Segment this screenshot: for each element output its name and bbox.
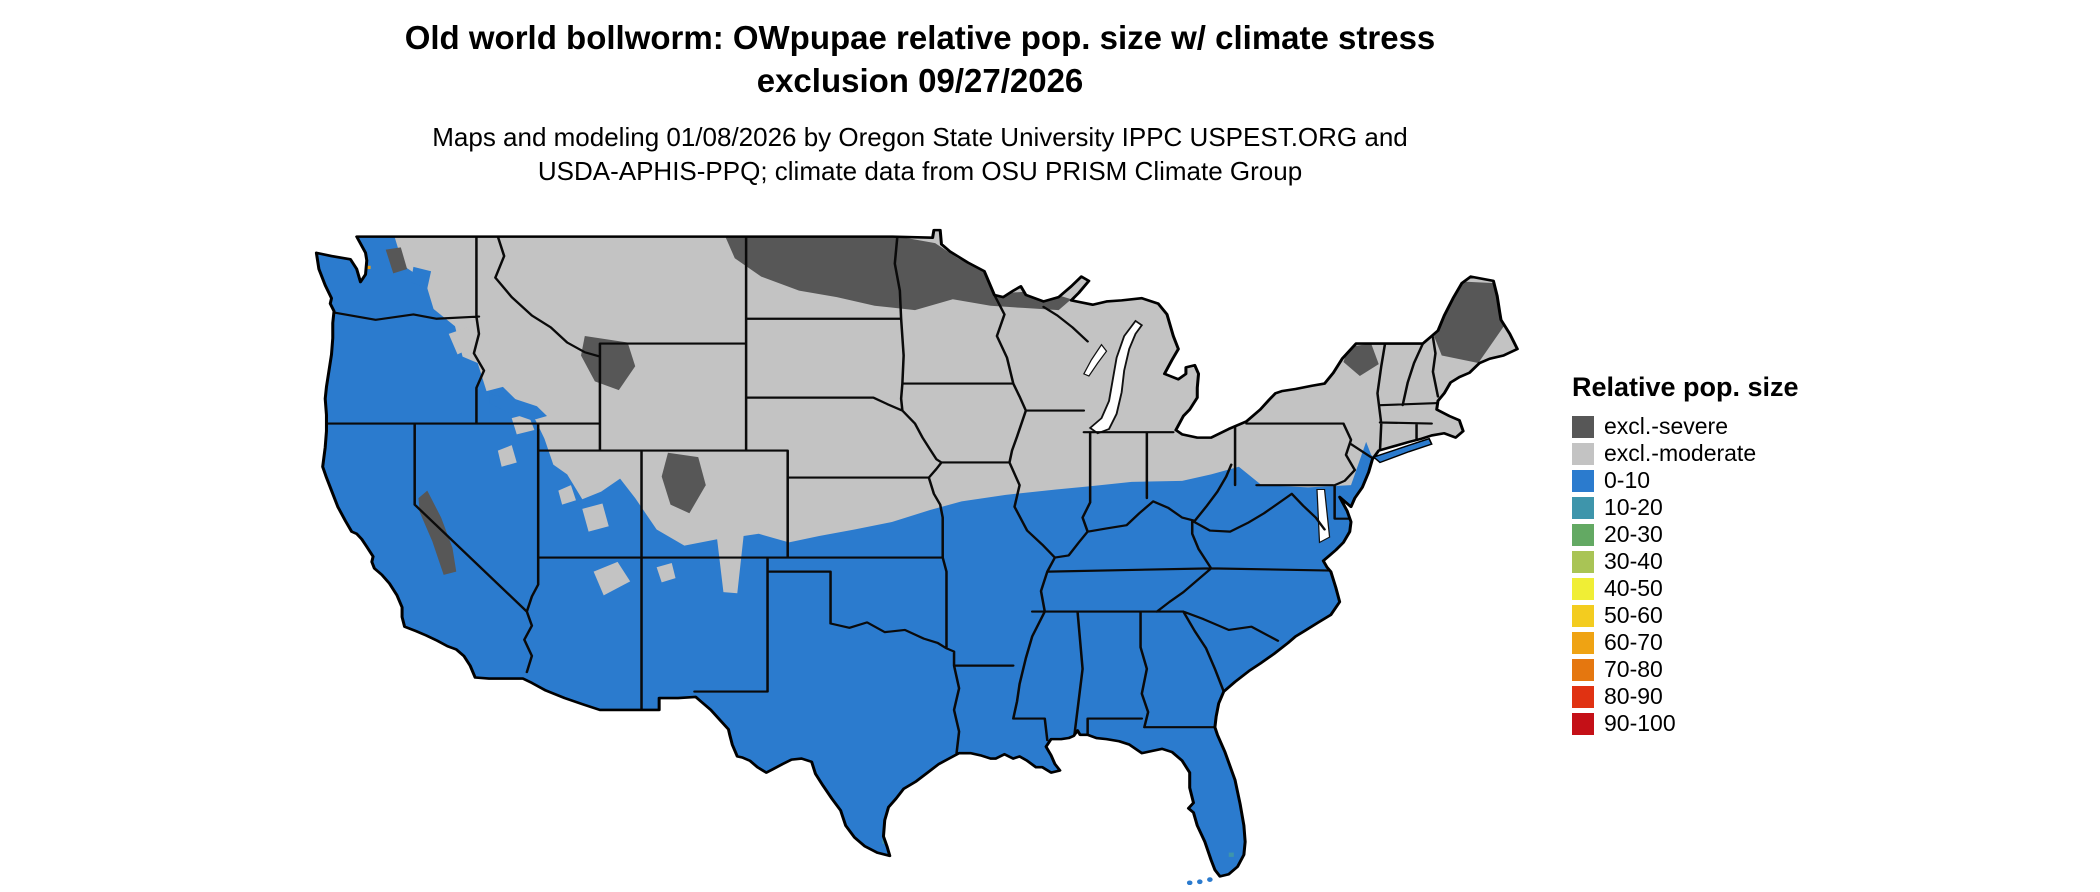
excluded-severe-yellowstone (581, 336, 636, 391)
legend-item: excl.-moderate (1572, 442, 1799, 465)
legend-item-label: excl.-moderate (1604, 440, 1757, 466)
excluded-severe-sierra-nevada (418, 490, 457, 575)
green-bay (1083, 343, 1108, 377)
legend-item-label: 0-10 (1604, 467, 1651, 493)
legend-swatch (1572, 550, 1594, 573)
legend-swatch (1572, 577, 1594, 600)
legend-item: 90-100 (1572, 712, 1799, 735)
state-borders (325, 235, 1440, 755)
map-subtitle-line2: USDA-APHIS-PPQ; climate data from OSU PR… (537, 156, 1303, 186)
suitable-pocket-columbia-basin (410, 266, 432, 289)
excluded-moderate-patch-mogollon (593, 561, 631, 596)
map-subtitle: Maps and modeling 01/08/2026 by Oregon S… (0, 120, 1840, 188)
speck-10-20-south-florida (1228, 852, 1234, 857)
legend-item: 50-60 (1572, 604, 1799, 627)
legend-item: 70-80 (1572, 658, 1799, 681)
excluded-severe-adirondacks (1343, 343, 1379, 377)
chesapeake-bay (1316, 488, 1331, 544)
legend-item-label: 80-90 (1604, 683, 1663, 709)
excluded-moderate-patch-ne-oregon (448, 327, 474, 355)
legend-item-label: 70-80 (1604, 656, 1663, 682)
legend-item: 40-50 (1572, 577, 1799, 600)
legend-item-label: 40-50 (1604, 575, 1663, 601)
legend-item-label: 90-100 (1604, 710, 1676, 736)
legend-item: 0-10 (1572, 469, 1799, 492)
legend-item-label: 10-20 (1604, 494, 1663, 520)
legend-swatch (1572, 712, 1594, 735)
legend-item: 60-70 (1572, 631, 1799, 654)
excluded-moderate-patch-gila (656, 562, 676, 583)
map-title-line1: Old world bollworm: OWpupae relative pop… (404, 19, 1436, 56)
excluded-severe-colorado-rockies (661, 452, 706, 514)
legend-item-label: 60-70 (1604, 629, 1663, 655)
map-title-line2: exclusion 09/27/2026 (756, 62, 1084, 99)
legend-swatch (1572, 658, 1594, 681)
legend-item-label: excl.-severe (1604, 413, 1728, 439)
legend-item-label: 20-30 (1604, 521, 1663, 547)
legend-item: 20-30 (1572, 523, 1799, 546)
legend-swatch (1572, 604, 1594, 627)
excluded-severe-north-cascades (385, 247, 408, 274)
legend-swatch (1572, 631, 1594, 654)
legend-title: Relative pop. size (1572, 372, 1799, 402)
us-outline (314, 228, 1519, 878)
legend-swatch (1572, 685, 1594, 708)
map-header: Old world bollworm: OWpupae relative pop… (0, 16, 1840, 188)
legend-swatch (1572, 523, 1594, 546)
legend-item: 30-40 (1572, 550, 1799, 573)
legend-swatch (1572, 415, 1594, 438)
map-subtitle-line1: Maps and modeling 01/08/2026 by Oregon S… (432, 122, 1408, 152)
legend-item-label: 30-40 (1604, 548, 1663, 574)
legend-item: 80-90 (1572, 685, 1799, 708)
suitable-pocket-snake-plain (489, 394, 547, 421)
legend-item: 10-20 (1572, 496, 1799, 519)
us-map (314, 228, 1519, 885)
legend-items: excl.-severe excl.-moderate 0-10 10-20 20-30… (1572, 415, 1799, 735)
florida-keys (1186, 877, 1213, 885)
legend: Relative pop. size excl.-severe excl.-mod… (1572, 372, 1799, 739)
legend-swatch (1572, 442, 1594, 465)
legend-item: excl.-severe (1572, 415, 1799, 438)
excluded-moderate-patch-wasatch (558, 485, 576, 505)
speck-60-70-puget (366, 265, 371, 270)
excluded-severe-band-north (723, 230, 1072, 311)
excluded-moderate-patch-south-utah (582, 503, 609, 532)
legend-item-label: 50-60 (1604, 602, 1663, 628)
excluded-moderate-patch-central-nevada (497, 445, 517, 467)
legend-swatch (1572, 469, 1594, 492)
long-island (1372, 437, 1433, 464)
legend-swatch (1572, 496, 1594, 519)
